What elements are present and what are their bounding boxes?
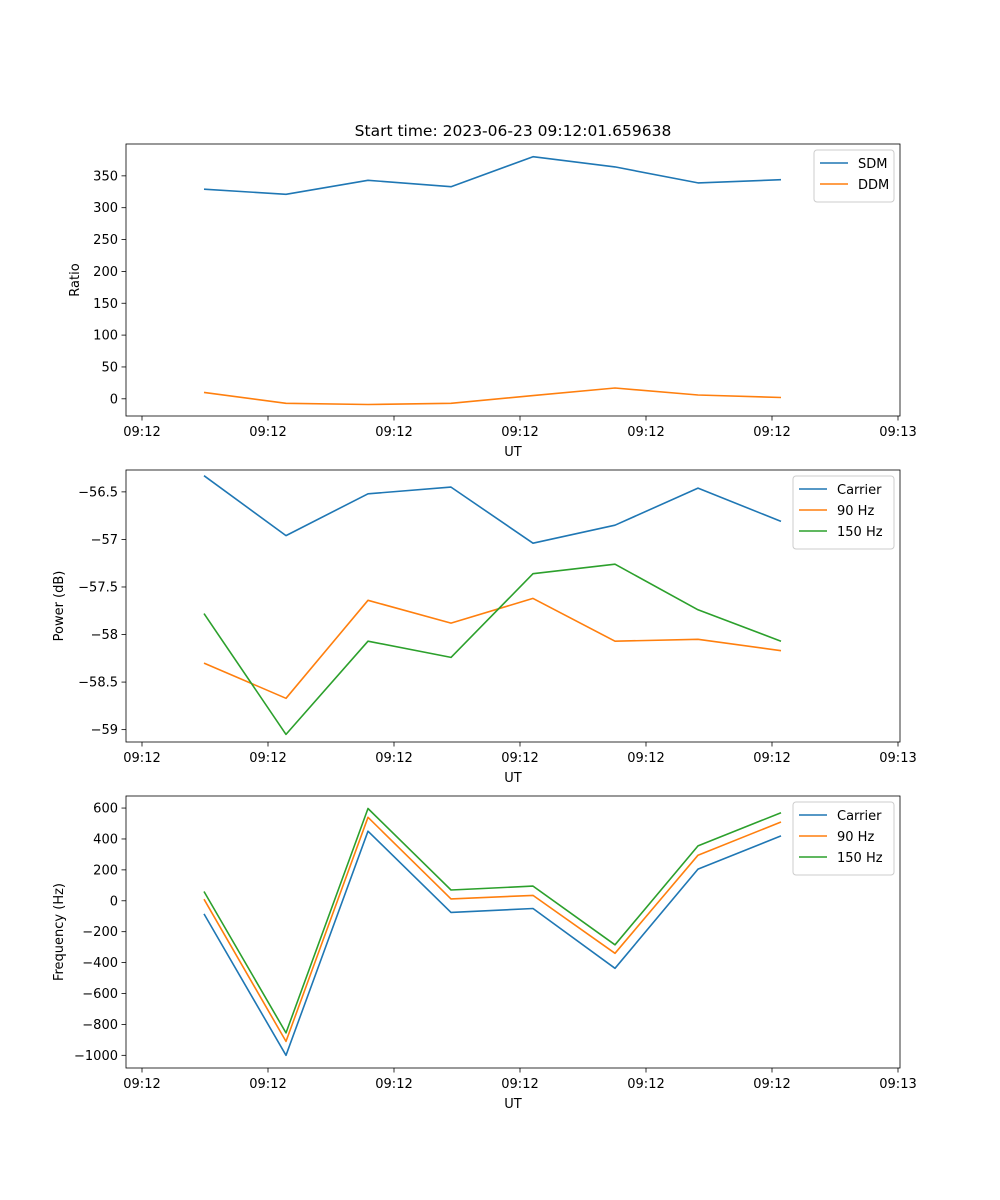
ratio-y-tick-label: 0 — [110, 392, 118, 407]
power-y-tick-label: −57 — [91, 533, 118, 548]
power-legend-label: 90 Hz — [837, 504, 874, 519]
figure-title: Start time: 2023-06-23 09:12:01.659638 — [355, 122, 672, 140]
power-x-tick-label: 09:12 — [375, 751, 412, 766]
ratio-y-tick-label: 100 — [93, 329, 118, 344]
power-x-axis-label: UT — [504, 771, 522, 786]
power-x-tick-label: 09:12 — [627, 751, 664, 766]
power-y-tick-label: −59 — [91, 723, 118, 738]
ratio-y-tick-label: 200 — [93, 265, 118, 280]
ratio-y-tick-label: 50 — [101, 360, 118, 375]
power-y-tick-label: −58.5 — [78, 676, 118, 691]
subplot-frequency: 09:12 09:12 09:12 09:12 09:12 09:12 09:13 −1000… — [52, 795, 917, 1112]
power-x-tick-label: 09:12 — [501, 751, 538, 766]
power-x-tick-label: 09:13 — [879, 751, 916, 766]
power-x-tick-label: 09:12 — [753, 751, 790, 766]
frequency-x-tick-label: 09:12 — [249, 1077, 286, 1092]
subplot-power: 09:12 09:12 09:12 09:12 09:12 09:12 09:13 −59 −5… — [52, 469, 917, 786]
power-legend-label: Carrier — [837, 483, 882, 498]
ratio-y-tick-label: 250 — [93, 233, 118, 248]
power-legend-label: 150 Hz — [837, 525, 883, 540]
frequency-y-tick-label: 0 — [110, 894, 118, 909]
power-series-line-150-hz — [203, 563, 782, 736]
power-x-tick-label: 09:12 — [123, 751, 160, 766]
power-y-tick-label: −58 — [91, 628, 118, 643]
ratio-axes-frame — [125, 143, 901, 417]
frequency-y-tick-label: −200 — [82, 925, 118, 940]
frequency-y-axis-label: Frequency (Hz) — [52, 883, 67, 981]
ratio-x-tick-label: 09:12 — [375, 425, 412, 440]
frequency-y-tick-label: 400 — [93, 832, 118, 847]
ratio-y-tick-label: 300 — [93, 201, 118, 216]
ratio-x-tick-label: 09:12 — [753, 425, 790, 440]
ratio-y-tick-label: 350 — [93, 169, 118, 184]
frequency-series-line-carrier — [203, 830, 782, 1057]
frequency-y-tick-label: −400 — [82, 956, 118, 971]
ratio-y-tick-label: 150 — [93, 297, 118, 312]
power-y-axis-label: Power (dB) — [52, 571, 67, 642]
ratio-x-tick-label: 09:12 — [627, 425, 664, 440]
frequency-x-tick-label: 09:12 — [375, 1077, 412, 1092]
ratio-x-axis-label: UT — [504, 445, 522, 460]
frequency-x-tick-label: 09:13 — [879, 1077, 916, 1092]
power-y-tick-label: −57.5 — [78, 580, 118, 595]
frequency-legend-label: 150 Hz — [837, 851, 883, 866]
power-y-tick-label: −56.5 — [78, 485, 118, 500]
frequency-x-tick-label: 09:12 — [501, 1077, 538, 1092]
frequency-x-tick-label: 09:12 — [753, 1077, 790, 1092]
subplot-ratio: 09:12 09:12 09:12 09:12 09:12 09:12 09:13 0 50 10… — [68, 143, 917, 460]
frequency-series-line-150-hz — [203, 807, 782, 1034]
frequency-y-tick-label: 600 — [93, 802, 118, 817]
ratio-y-axis-label: Ratio — [68, 263, 83, 296]
ratio-legend-label: DDM — [858, 178, 889, 193]
ratio-x-tick-label: 09:12 — [501, 425, 538, 440]
frequency-legend-label: 90 Hz — [837, 830, 874, 845]
frequency-legend-label: Carrier — [837, 809, 882, 824]
power-x-tick-label: 09:12 — [249, 751, 286, 766]
frequency-y-tick-label: −1000 — [74, 1049, 118, 1064]
ratio-legend-label: SDM — [858, 157, 887, 172]
power-series-line-carrier — [203, 475, 782, 545]
ratio-x-tick-label: 09:13 — [879, 425, 916, 440]
frequency-y-tick-label: 200 — [93, 863, 118, 878]
frequency-y-tick-label: −800 — [82, 1018, 118, 1033]
ratio-series-line-sdm — [203, 155, 782, 196]
frequency-x-tick-label: 09:12 — [627, 1077, 664, 1092]
frequency-x-axis-label: UT — [504, 1097, 522, 1112]
ratio-x-tick-label: 09:12 — [123, 425, 160, 440]
frequency-y-tick-label: −600 — [82, 987, 118, 1002]
power-axes-frame — [125, 469, 901, 743]
ratio-x-tick-label: 09:12 — [249, 425, 286, 440]
ratio-series-line-ddm — [203, 387, 782, 406]
frequency-x-tick-label: 09:12 — [123, 1077, 160, 1092]
power-series-line-90-hz — [203, 597, 782, 700]
frequency-series-line-90-hz — [203, 816, 782, 1043]
